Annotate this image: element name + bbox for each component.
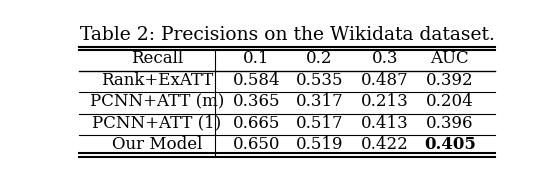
- Text: 0.2: 0.2: [306, 50, 333, 67]
- Text: 0.392: 0.392: [426, 72, 474, 89]
- Text: 0.487: 0.487: [361, 72, 409, 89]
- Text: 0.317: 0.317: [296, 93, 343, 110]
- Text: 0.365: 0.365: [233, 93, 281, 110]
- Text: 0.517: 0.517: [296, 115, 343, 132]
- Text: Table 2: Precisions on the Wikidata dataset.: Table 2: Precisions on the Wikidata data…: [80, 26, 494, 44]
- Text: 0.535: 0.535: [296, 72, 343, 89]
- Text: 0.413: 0.413: [361, 115, 409, 132]
- Text: AUC: AUC: [431, 50, 469, 67]
- Text: Our Model: Our Model: [111, 136, 202, 153]
- Text: PCNN+ATT (1): PCNN+ATT (1): [92, 115, 221, 132]
- Text: 0.3: 0.3: [371, 50, 398, 67]
- Text: 0.650: 0.650: [233, 136, 281, 153]
- Text: 0.665: 0.665: [233, 115, 281, 132]
- Text: 0.204: 0.204: [426, 93, 474, 110]
- Text: Recall: Recall: [130, 50, 183, 67]
- Text: 0.1: 0.1: [244, 50, 270, 67]
- Text: Rank+ExATT: Rank+ExATT: [101, 72, 213, 89]
- Text: 0.396: 0.396: [426, 115, 474, 132]
- Text: 0.584: 0.584: [233, 72, 281, 89]
- Text: 0.519: 0.519: [296, 136, 343, 153]
- Text: PCNN+ATT (m): PCNN+ATT (m): [90, 93, 224, 110]
- Text: 0.213: 0.213: [361, 93, 409, 110]
- Text: 0.422: 0.422: [361, 136, 409, 153]
- Text: 0.405: 0.405: [424, 136, 475, 153]
